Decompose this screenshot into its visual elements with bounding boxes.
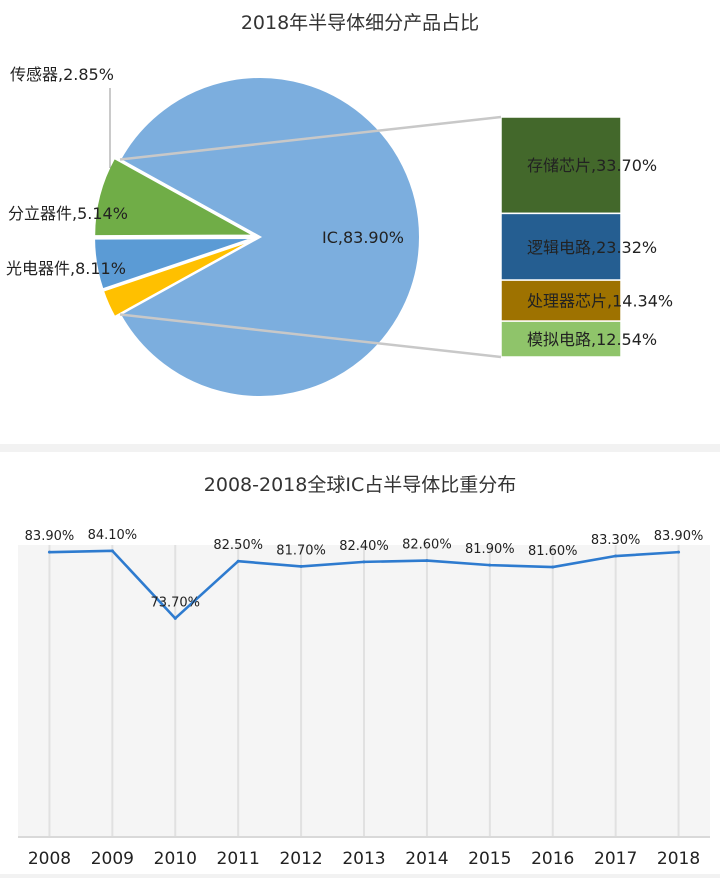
line-chart: 83.90% 84.10% 73.70% 82.50% 81.70% 82.40% 82.6… [18,528,710,869]
x-tick-label-2015: 2015 [468,849,511,869]
data-point-2015 [488,563,492,567]
data-point-2009 [110,549,114,553]
data-point-2011 [236,559,240,563]
data-point-2012 [299,564,303,568]
x-tick-label-2014: 2014 [405,849,448,869]
x-tick-label-2009: 2009 [91,849,134,869]
data-point-2014 [425,559,429,563]
breakdown-segment-item-1 [500,212,622,281]
pie-chart-title: 2018年半导体细分产品占比 [240,12,480,34]
breakdown-segment-item-3 [500,320,622,358]
data-label-2016: 81.60% [528,544,578,559]
x-tick-label-2010: 2010 [154,849,197,869]
pie-label-item-2: 分立器件,5.14% [8,204,128,223]
breakdown-label-item-0: 存储芯片,33.70% [527,156,657,175]
data-label-2009: 84.10% [88,528,138,543]
x-tick-label-2008: 2008 [28,849,71,869]
x-tick-label-2018: 2018 [657,849,700,869]
data-label-2018: 83.90% [654,529,704,544]
data-point-2010 [173,616,177,620]
pie-slice-item-3 [93,156,259,238]
connector-line-top [119,115,502,161]
pie-slice-item-1 [101,238,255,319]
data-point-2017 [614,554,618,558]
data-label-2008: 83.90% [25,529,75,544]
pie-label-item-0: IC,83.90% [322,228,404,247]
data-label-2015: 81.90% [465,542,515,557]
data-label-2012: 81.70% [276,543,326,558]
breakdown-segment-item-0 [500,116,622,215]
data-label-2010: 73.70% [150,595,200,610]
data-label-2013: 82.40% [339,539,389,554]
x-tick-label-2011: 2011 [217,849,260,869]
data-label-2014: 82.60% [402,538,452,553]
line-chart-panel: 2008-2018全球IC占半导体比重分布 83.90% 84.10% 73.70%… [0,452,720,874]
data-point-2008 [47,550,51,554]
breakdown-label-item-1: 逻辑电路,23.32% [527,238,657,257]
connector-line-bottom [119,313,502,359]
x-tick-label-2013: 2013 [342,849,385,869]
breakdown-label-item-3: 模拟电路,12.54% [527,330,657,349]
pie-slice-item-2 [93,236,255,291]
pie-label-item-3: 光电器件,8.11% [6,259,126,278]
data-label-2011: 82.50% [213,538,263,553]
data-point-2013 [362,560,366,564]
x-tick-label-2016: 2016 [531,849,574,869]
data-label-2017: 83.30% [591,533,641,548]
x-tick-label-2017: 2017 [594,849,637,869]
data-point-2018 [677,550,681,554]
data-point-2016 [551,565,555,569]
pie-chart-panel: 2018年半导体细分产品占比 IC,83.90% 传感器,2.85% 分立器件,5.… [0,0,720,444]
line-chart-title: 2008-2018全球IC占半导体比重分布 [203,474,517,496]
pie-label-item-1: 传感器,2.85% [10,65,114,84]
breakdown-label-item-2: 处理器芯片,14.34% [527,292,673,311]
x-tick-label-2012: 2012 [279,849,322,869]
pie-slice-item-0 [118,76,421,398]
pie-chart: IC,83.90% 传感器,2.85% 分立器件,5.14% 光电器件,8.11% 存储… [6,65,673,398]
